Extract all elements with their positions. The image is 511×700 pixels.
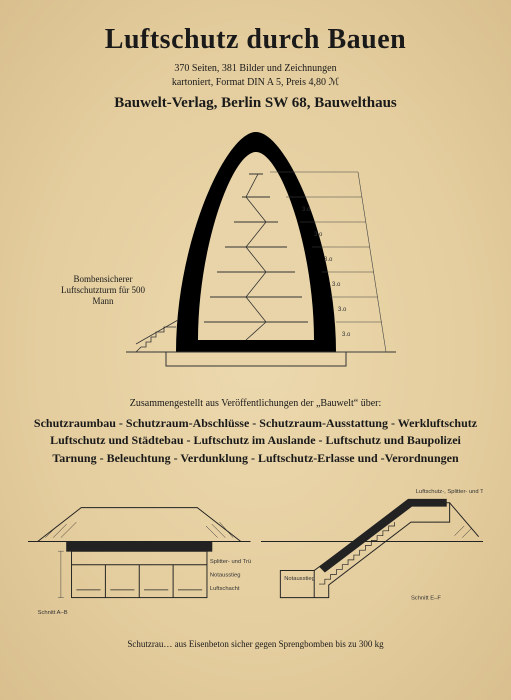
subtitle-line-2: kartoniert, Format DIN A 5, Preis 4,80 ℳ [28,76,483,90]
section-ef-diagram: Schnitt E–F Luftschutz-, Splitter- und T… [261,481,484,631]
topic-list: Schutzraumbau - Schutzraum-Abschlüsse - … [28,415,483,467]
subtitle-line-1: 370 Seiten, 381 Bilder und Zeichnungen [28,62,483,76]
section-ab-label: Schnitt A–B [38,610,68,616]
svg-text:Notausstieg: Notausstieg [284,576,315,582]
svg-text:3.o: 3.o [342,332,351,338]
svg-text:3.o: 3.o [332,282,341,288]
topics-line-3: Tarnung - Beleuchtung - Verdunklung - Lu… [32,450,479,467]
publisher-line: Bauwelt-Verlag, Berlin SW 68, Bauwelthau… [28,95,483,112]
topics-line-1: Schutzraumbau - Schutzraum-Abschlüsse - … [32,415,479,432]
page: Luftschutz durch Bauen 370 Seiten, 381 B… [0,0,511,700]
tower-diagram: 3.o 3.o 3.o 3.o 3.o 3.o Bombensicherer L… [28,122,483,382]
tower-caption: Bombensicherer Luftschutzturm für 500 Ma… [58,274,148,306]
lower-diagrams: Schnitt A–B Splitter- und Trümmerschutz … [28,481,483,631]
compiled-from: Zusammengestellt aus Veröffentlichungen … [28,398,483,409]
svg-text:Notausstieg: Notausstieg [210,572,241,578]
section-ab-diagram: Schnitt A–B Splitter- und Trümmerschutz … [28,481,251,631]
svg-text:Luftschutz-, Splitter- und Trü: Luftschutz-, Splitter- und Trümmerschutz [415,489,483,495]
page-title: Luftschutz durch Bauen [28,24,483,56]
svg-text:Splitter- und Trümmerschutz: Splitter- und Trümmerschutz [210,559,251,565]
svg-text:Luftschacht: Luftschacht [210,586,240,592]
topics-line-2: Luftschutz und Städtebau - Luftschutz im… [32,432,479,449]
svg-text:3.o: 3.o [338,307,347,313]
svg-text:3.o: 3.o [324,257,333,263]
svg-text:3.o: 3.o [302,207,311,213]
section-ef-label: Schnitt E–F [410,596,440,602]
bottom-caption: Schutzrau… aus Eisenbeton sicher gegen S… [28,639,483,649]
svg-text:3.o: 3.o [314,232,323,238]
